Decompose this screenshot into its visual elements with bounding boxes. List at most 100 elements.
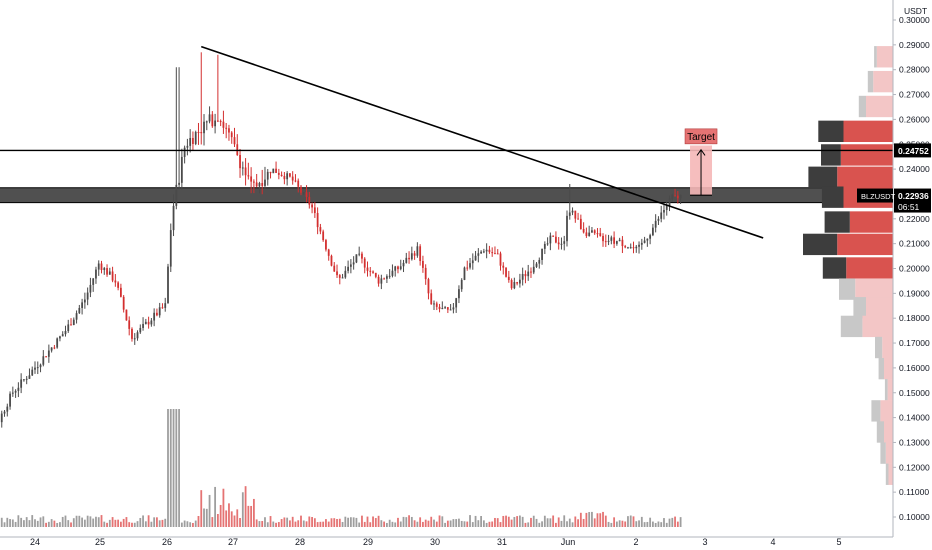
volume-bar bbox=[28, 520, 31, 527]
candle-body bbox=[674, 195, 676, 197]
candle-body bbox=[36, 367, 39, 369]
volume-bar bbox=[579, 512, 582, 527]
profile-sell-bar bbox=[888, 463, 893, 485]
y-tick-label: 0.21000 bbox=[899, 239, 930, 249]
volume-bar bbox=[560, 520, 563, 527]
candle-body bbox=[175, 184, 178, 206]
volume-bar bbox=[676, 521, 679, 527]
volume-bar bbox=[150, 521, 153, 527]
volume-bar bbox=[125, 517, 128, 527]
y-tick-label: 0.20000 bbox=[899, 264, 930, 274]
candle-body bbox=[214, 120, 217, 127]
candle-body bbox=[582, 228, 585, 233]
candle-body bbox=[59, 336, 61, 339]
candle-body bbox=[607, 240, 610, 242]
candle-body bbox=[305, 192, 308, 197]
volume-bar bbox=[153, 517, 156, 527]
target-arrowhead bbox=[696, 148, 706, 156]
profile-sell-bar bbox=[882, 336, 893, 359]
volume-bar bbox=[67, 520, 70, 527]
profile-buy-bar bbox=[803, 233, 838, 256]
profile-sell-bar bbox=[837, 233, 893, 256]
volume-bar bbox=[552, 515, 555, 527]
candle-body bbox=[158, 307, 161, 316]
candle-body bbox=[247, 175, 250, 177]
volume-bar bbox=[530, 517, 532, 527]
candle-body bbox=[111, 271, 114, 281]
candle-body bbox=[399, 266, 402, 270]
candle-body bbox=[433, 303, 435, 305]
volume-bar bbox=[674, 516, 676, 527]
volume-bar bbox=[469, 515, 471, 527]
candle-body bbox=[524, 273, 527, 277]
volume-bar bbox=[192, 522, 194, 527]
x-tick-label: 26 bbox=[162, 537, 172, 547]
volume-bar bbox=[39, 517, 42, 527]
candle-body bbox=[236, 144, 239, 156]
profile-sell-bar bbox=[887, 379, 893, 401]
volume-bar bbox=[449, 520, 452, 527]
candle-body bbox=[14, 390, 17, 393]
candle-body bbox=[244, 167, 247, 176]
candle-body bbox=[541, 248, 543, 260]
volume-bar bbox=[566, 521, 568, 527]
volume-bar bbox=[438, 515, 441, 527]
candle-body bbox=[255, 182, 258, 187]
candle-body bbox=[228, 128, 230, 133]
candle-body bbox=[75, 313, 78, 320]
candle-body bbox=[651, 227, 654, 236]
candle-body bbox=[103, 268, 106, 270]
last-price-tag bbox=[894, 188, 931, 213]
volume-bar bbox=[455, 519, 458, 527]
volume-bar bbox=[419, 517, 422, 527]
volume-bar bbox=[446, 520, 449, 527]
volume-bar bbox=[363, 521, 366, 527]
candle-body bbox=[466, 267, 469, 269]
volume-bar bbox=[660, 522, 663, 527]
candle-body bbox=[275, 168, 277, 173]
volume-bar bbox=[78, 515, 81, 527]
volume-bar bbox=[607, 521, 610, 527]
volume-bar bbox=[272, 521, 275, 527]
volume-bar bbox=[499, 522, 502, 527]
profile-buy-bar bbox=[867, 70, 874, 93]
candle-body bbox=[679, 194, 682, 199]
volume-bar bbox=[458, 518, 460, 527]
volume-bar bbox=[405, 517, 408, 527]
profile-buy-bar bbox=[871, 400, 881, 422]
volume-bar bbox=[294, 521, 297, 527]
volume-bar bbox=[81, 517, 84, 527]
candle-body bbox=[361, 253, 363, 259]
volume-bar bbox=[402, 516, 405, 527]
candle-body bbox=[128, 320, 131, 329]
candle-body bbox=[164, 303, 167, 308]
volume-bar bbox=[466, 521, 469, 527]
candle-body bbox=[615, 241, 618, 244]
candle-body bbox=[6, 406, 9, 412]
volume-bar bbox=[640, 516, 643, 527]
volume-bar bbox=[266, 522, 269, 527]
candle-body bbox=[172, 205, 175, 231]
candle-body bbox=[640, 242, 643, 245]
candle-body bbox=[530, 271, 532, 273]
last-price-label: 0.22936 bbox=[898, 191, 929, 201]
candle-body bbox=[671, 195, 674, 199]
candle-body bbox=[200, 132, 203, 134]
candle-body bbox=[505, 267, 507, 277]
candle-body bbox=[444, 307, 446, 309]
volume-bar bbox=[505, 515, 507, 527]
candle-body bbox=[180, 156, 183, 183]
volume-bar bbox=[596, 513, 599, 527]
time-axis-bg bbox=[0, 537, 932, 550]
volume-bar bbox=[216, 513, 219, 527]
volume-bar bbox=[189, 522, 192, 527]
y-tick-label: 0.22000 bbox=[899, 214, 930, 224]
candle-body bbox=[205, 121, 208, 123]
candle-body bbox=[496, 253, 499, 255]
volume-bar bbox=[618, 520, 621, 527]
candle-body bbox=[480, 251, 483, 254]
candle-body bbox=[97, 263, 100, 270]
x-tick-label: 29 bbox=[363, 537, 373, 547]
